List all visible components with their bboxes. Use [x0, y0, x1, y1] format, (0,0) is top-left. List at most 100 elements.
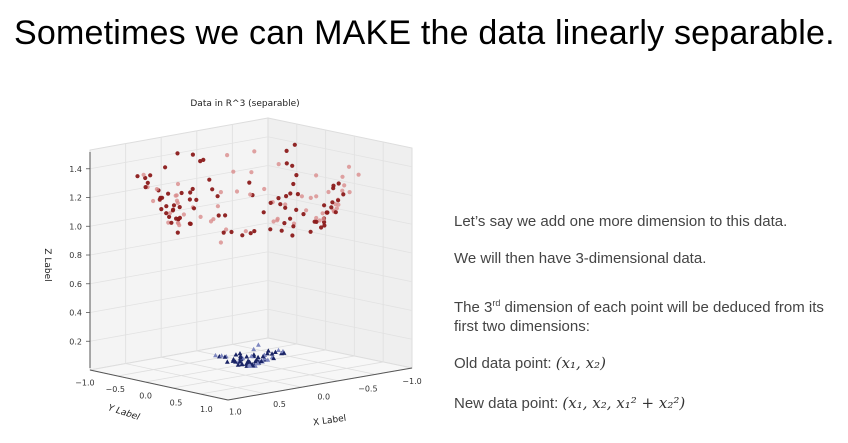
list-item: Let’s say we add one more dimension to t…: [454, 213, 788, 230]
data-point: [336, 202, 341, 207]
data-point: [329, 205, 334, 210]
data-point: [216, 213, 221, 218]
data-point: [320, 211, 325, 216]
left-back-pane: [89, 117, 269, 371]
data-point: [269, 351, 275, 356]
data-point: [265, 348, 271, 353]
data-point: [314, 173, 319, 178]
data-point: [314, 219, 319, 224]
data-point: [273, 349, 278, 355]
x-axis-line: [227, 367, 413, 401]
grid-lines: [89, 124, 413, 395]
grid-line: [89, 251, 413, 285]
data-point: [175, 151, 180, 156]
data-point: [219, 353, 225, 358]
data-point: [322, 203, 327, 208]
z-tick-label: 0.8: [69, 251, 82, 260]
data-point: [284, 194, 289, 199]
grid-line: [161, 356, 302, 388]
data-point: [251, 352, 257, 357]
data-point: [333, 210, 338, 215]
data-point: [154, 187, 159, 192]
axis-lines: [86, 152, 413, 401]
data-point: [188, 190, 193, 195]
data-point: [314, 194, 319, 199]
data-point: [321, 216, 326, 221]
list-item: The 3rd dimension of each point will be …: [454, 298, 824, 335]
data-point: [171, 203, 177, 208]
grid-line: [145, 349, 326, 383]
data-point: [190, 186, 195, 192]
z-tick-label: 0.4: [69, 309, 82, 318]
tick-labels: 1.4 1.2 1.0 0.8 0.6 0.4 0.2 −1.0 −0.5 0.0 0.5 1.0 1.…: [69, 165, 421, 417]
data-point: [160, 195, 165, 200]
data-point: [276, 162, 281, 167]
grid-line: [89, 222, 413, 256]
data-point: [173, 193, 178, 198]
data-point: [255, 354, 261, 360]
data-point: [308, 229, 313, 234]
data-point: [299, 194, 304, 199]
list-item: We will then have 3-dimensional data.: [454, 250, 707, 267]
data-point: [233, 352, 239, 357]
data-point: [294, 173, 299, 178]
data-points: [135, 142, 361, 368]
data-point: [159, 207, 164, 212]
data-point: [151, 198, 156, 204]
data-point: [276, 196, 281, 201]
data-point: [319, 225, 324, 230]
x-tick-label: −1.0: [402, 377, 421, 386]
data-point: [265, 357, 271, 362]
z-tick-label: 0.2: [69, 337, 82, 346]
data-point: [330, 200, 335, 205]
data-point: [179, 190, 184, 196]
data-point: [164, 204, 169, 209]
z-tick-label: 0.6: [69, 280, 82, 289]
data-point: [336, 198, 341, 203]
data-point: [143, 185, 148, 190]
data-point: [175, 200, 180, 206]
grid-line: [89, 136, 413, 170]
data-point: [176, 221, 181, 226]
data-point: [295, 192, 300, 197]
data-point: [248, 353, 254, 359]
data-point: [166, 191, 171, 196]
data-point: [346, 164, 352, 169]
data-point: [278, 202, 283, 207]
data-point: [281, 350, 287, 355]
data-point: [252, 149, 257, 154]
data-point: [288, 216, 293, 221]
y-tick-label: 1.0: [200, 405, 213, 414]
data-point: [248, 231, 253, 236]
data-point: [171, 207, 176, 212]
data-point: [175, 181, 181, 187]
z-tick-label: 1.2: [69, 194, 82, 203]
y-tick-label: 0.0: [139, 392, 152, 401]
data-point: [261, 210, 266, 215]
data-point: [336, 181, 341, 186]
data-point: [322, 223, 327, 228]
slide-title: Sometimes we can MAKE the data linearly …: [14, 14, 835, 52]
data-point: [282, 221, 287, 226]
grid-line: [117, 343, 297, 377]
data-point: [247, 180, 252, 185]
data-point: [243, 229, 248, 234]
data-point: [223, 213, 228, 218]
data-point: [207, 177, 212, 182]
data-point: [291, 181, 296, 187]
data-point: [225, 153, 230, 158]
data-point: [239, 361, 245, 367]
chart-title: Data in R^3 (separable): [190, 99, 299, 109]
z-tick-label: 1.4: [69, 165, 82, 174]
data-point: [250, 363, 256, 368]
data-point: [247, 359, 252, 364]
data-point: [231, 169, 236, 174]
data-point: [260, 354, 266, 359]
data-point: [301, 212, 306, 217]
data-point: [314, 215, 319, 221]
grid-line: [89, 308, 413, 342]
data-point: [340, 174, 345, 179]
data-point: [308, 195, 313, 200]
data-point: [292, 142, 297, 147]
data-point: [188, 221, 193, 226]
